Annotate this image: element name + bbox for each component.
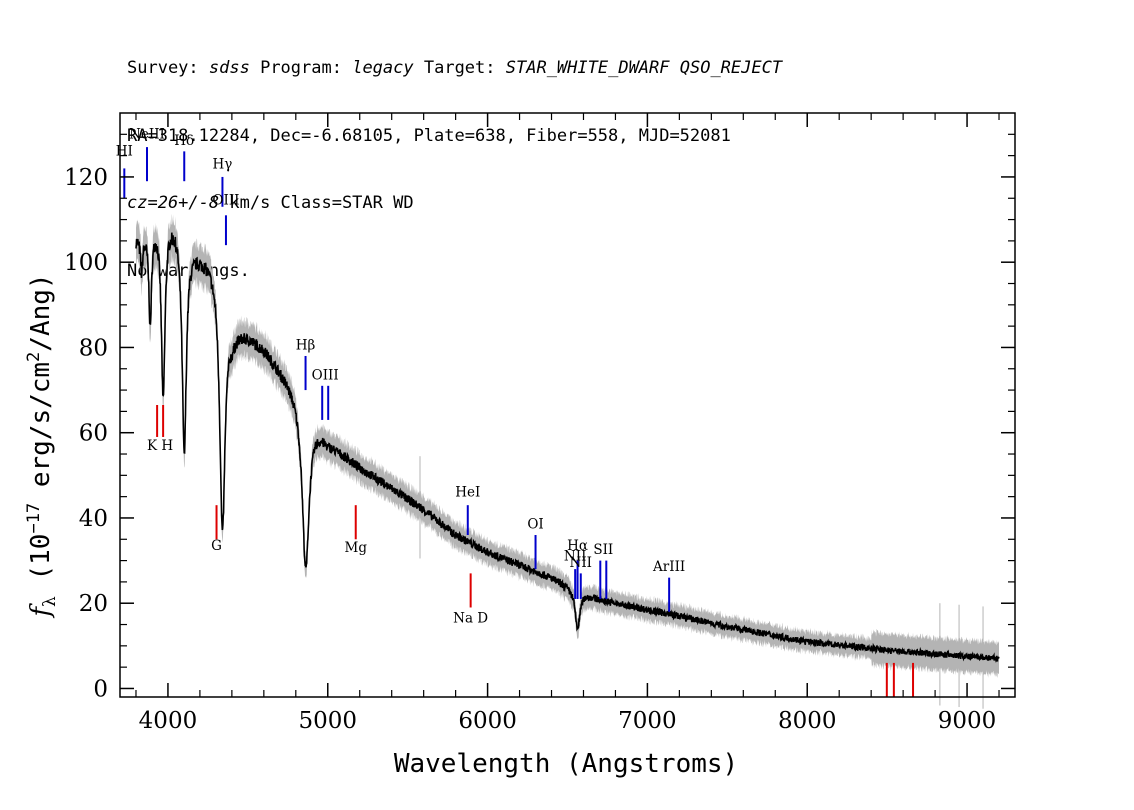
y-tick-label-3: 60 bbox=[79, 421, 108, 447]
y-axis-title-c: /Ang) bbox=[26, 273, 56, 351]
y-tick-label-0: 0 bbox=[93, 676, 108, 702]
emission-marker-label-4: OIII bbox=[212, 193, 239, 209]
program-value: legacy bbox=[352, 58, 414, 78]
y-axis-title-b: erg/s/cm bbox=[26, 362, 56, 503]
plot-header: Survey: sdss Program: legacy Target: STA… bbox=[127, 12, 782, 305]
emission-marker-label-13: ArIII bbox=[652, 559, 685, 575]
survey-label: Survey: bbox=[127, 58, 209, 78]
y-axis-title-exp2: 2 bbox=[24, 352, 44, 362]
emission-marker-label-9: NII bbox=[564, 549, 586, 565]
x-tick-label-3: 7000 bbox=[618, 708, 677, 734]
target-value: STAR_WHITE_DWARF QSO_REJECT bbox=[505, 58, 783, 78]
noise-layer bbox=[136, 213, 999, 709]
axes-layer: 4000 5000 6000 7000 8000 9000 0 20 40 60 80 100 120 bbox=[64, 112, 1016, 734]
emission-marker-label-12: SII bbox=[593, 542, 613, 558]
emission-marker-label-8: OI bbox=[527, 517, 543, 533]
spectrum-line bbox=[135, 232, 1000, 663]
emission-marker-2: Hδ bbox=[174, 133, 194, 182]
absorption-marker-1: G bbox=[211, 505, 222, 554]
emission-marker-7: HeI bbox=[455, 485, 480, 536]
plot-frame bbox=[119, 112, 1016, 698]
emission-marker-1: NeIII bbox=[129, 127, 165, 182]
y-axis-title: fλ (10−17 erg/s/cm2/Ang) bbox=[24, 273, 60, 618]
emission-marker-10: Hα bbox=[567, 538, 588, 599]
emission-marker-13: ArIII bbox=[652, 559, 685, 612]
emission-marker-9: NII bbox=[564, 549, 586, 599]
program-label: Program: bbox=[249, 58, 353, 78]
absorption-marker-3: Na D bbox=[453, 573, 488, 626]
emission-marker-label-7: HeI bbox=[455, 485, 480, 501]
redshift-value: cz=26+/-8 bbox=[127, 193, 220, 213]
target-label: Target: bbox=[413, 58, 506, 78]
emission-marker-3: Hγ bbox=[213, 156, 233, 207]
noise-band bbox=[136, 213, 999, 678]
y-tick-label-4: 80 bbox=[79, 335, 108, 361]
x-tick-label-5: 9000 bbox=[938, 708, 997, 734]
y-tick-label-2: 40 bbox=[79, 506, 108, 532]
x-axis-title: Wavelength (Angstroms) bbox=[394, 749, 738, 779]
class-value: km/s Class=STAR WD bbox=[219, 193, 414, 213]
header-line-coordinates: RA=318.12284, Dec=-6.68105, Plate=638, F… bbox=[127, 125, 731, 146]
y-axis-title-a: (10 bbox=[26, 534, 56, 597]
y-axis-title-sub: λ bbox=[40, 596, 60, 607]
emission-marker-label-10: Hα bbox=[567, 538, 588, 554]
emission-marker-label-5: Hβ bbox=[296, 338, 316, 354]
emission-marker-6: OIII bbox=[312, 367, 339, 420]
absorption-marker-label-2: Mg bbox=[345, 540, 368, 556]
emission-marker-label-2: Hδ bbox=[174, 133, 194, 149]
absorption-marker-label-3: Na D bbox=[453, 610, 488, 626]
emission-marker-label-6: OIII bbox=[312, 367, 339, 383]
absorption-marker-label-1: G bbox=[211, 538, 222, 554]
emission-marker-12: SII bbox=[593, 542, 613, 599]
x-tick-label-2: 6000 bbox=[458, 708, 517, 734]
emission-marker-label-3: Hγ bbox=[213, 156, 233, 172]
emission-marker-11: NII bbox=[570, 555, 592, 599]
y-tick-label-1: 20 bbox=[79, 591, 108, 617]
header-line-survey: Survey: sdss Program: legacy Target: STA… bbox=[127, 57, 782, 80]
x-tick-label-4: 8000 bbox=[778, 708, 837, 734]
emission-marker-8: OI bbox=[527, 517, 544, 570]
absorption-marker-0: K H bbox=[147, 405, 173, 454]
spectrum-layer bbox=[135, 232, 1000, 663]
header-line-redshift: cz=26+/-8 km/s Class=STAR WD bbox=[127, 192, 782, 215]
survey-value: sdss bbox=[208, 58, 250, 78]
x-tick-label-1: 5000 bbox=[298, 708, 357, 734]
y-tick-label-5: 100 bbox=[64, 250, 108, 276]
absorption-marker-2: Mg bbox=[345, 505, 368, 556]
y-tick-label-6: 120 bbox=[64, 165, 108, 191]
y-axis-title-exp1: −17 bbox=[24, 503, 44, 534]
emission-marker-4: OIII bbox=[212, 193, 240, 246]
emission-marker-5: Hβ bbox=[296, 338, 316, 391]
x-tick-label-0: 4000 bbox=[139, 708, 198, 734]
absorption-marker-label-0: K H bbox=[147, 438, 173, 454]
emission-marker-label-1: NeIII bbox=[129, 127, 165, 143]
emission-marker-0: HI bbox=[116, 144, 133, 199]
emission-marker-label-0: HI bbox=[116, 144, 133, 160]
emission-marker-label-11: NII bbox=[570, 555, 592, 571]
